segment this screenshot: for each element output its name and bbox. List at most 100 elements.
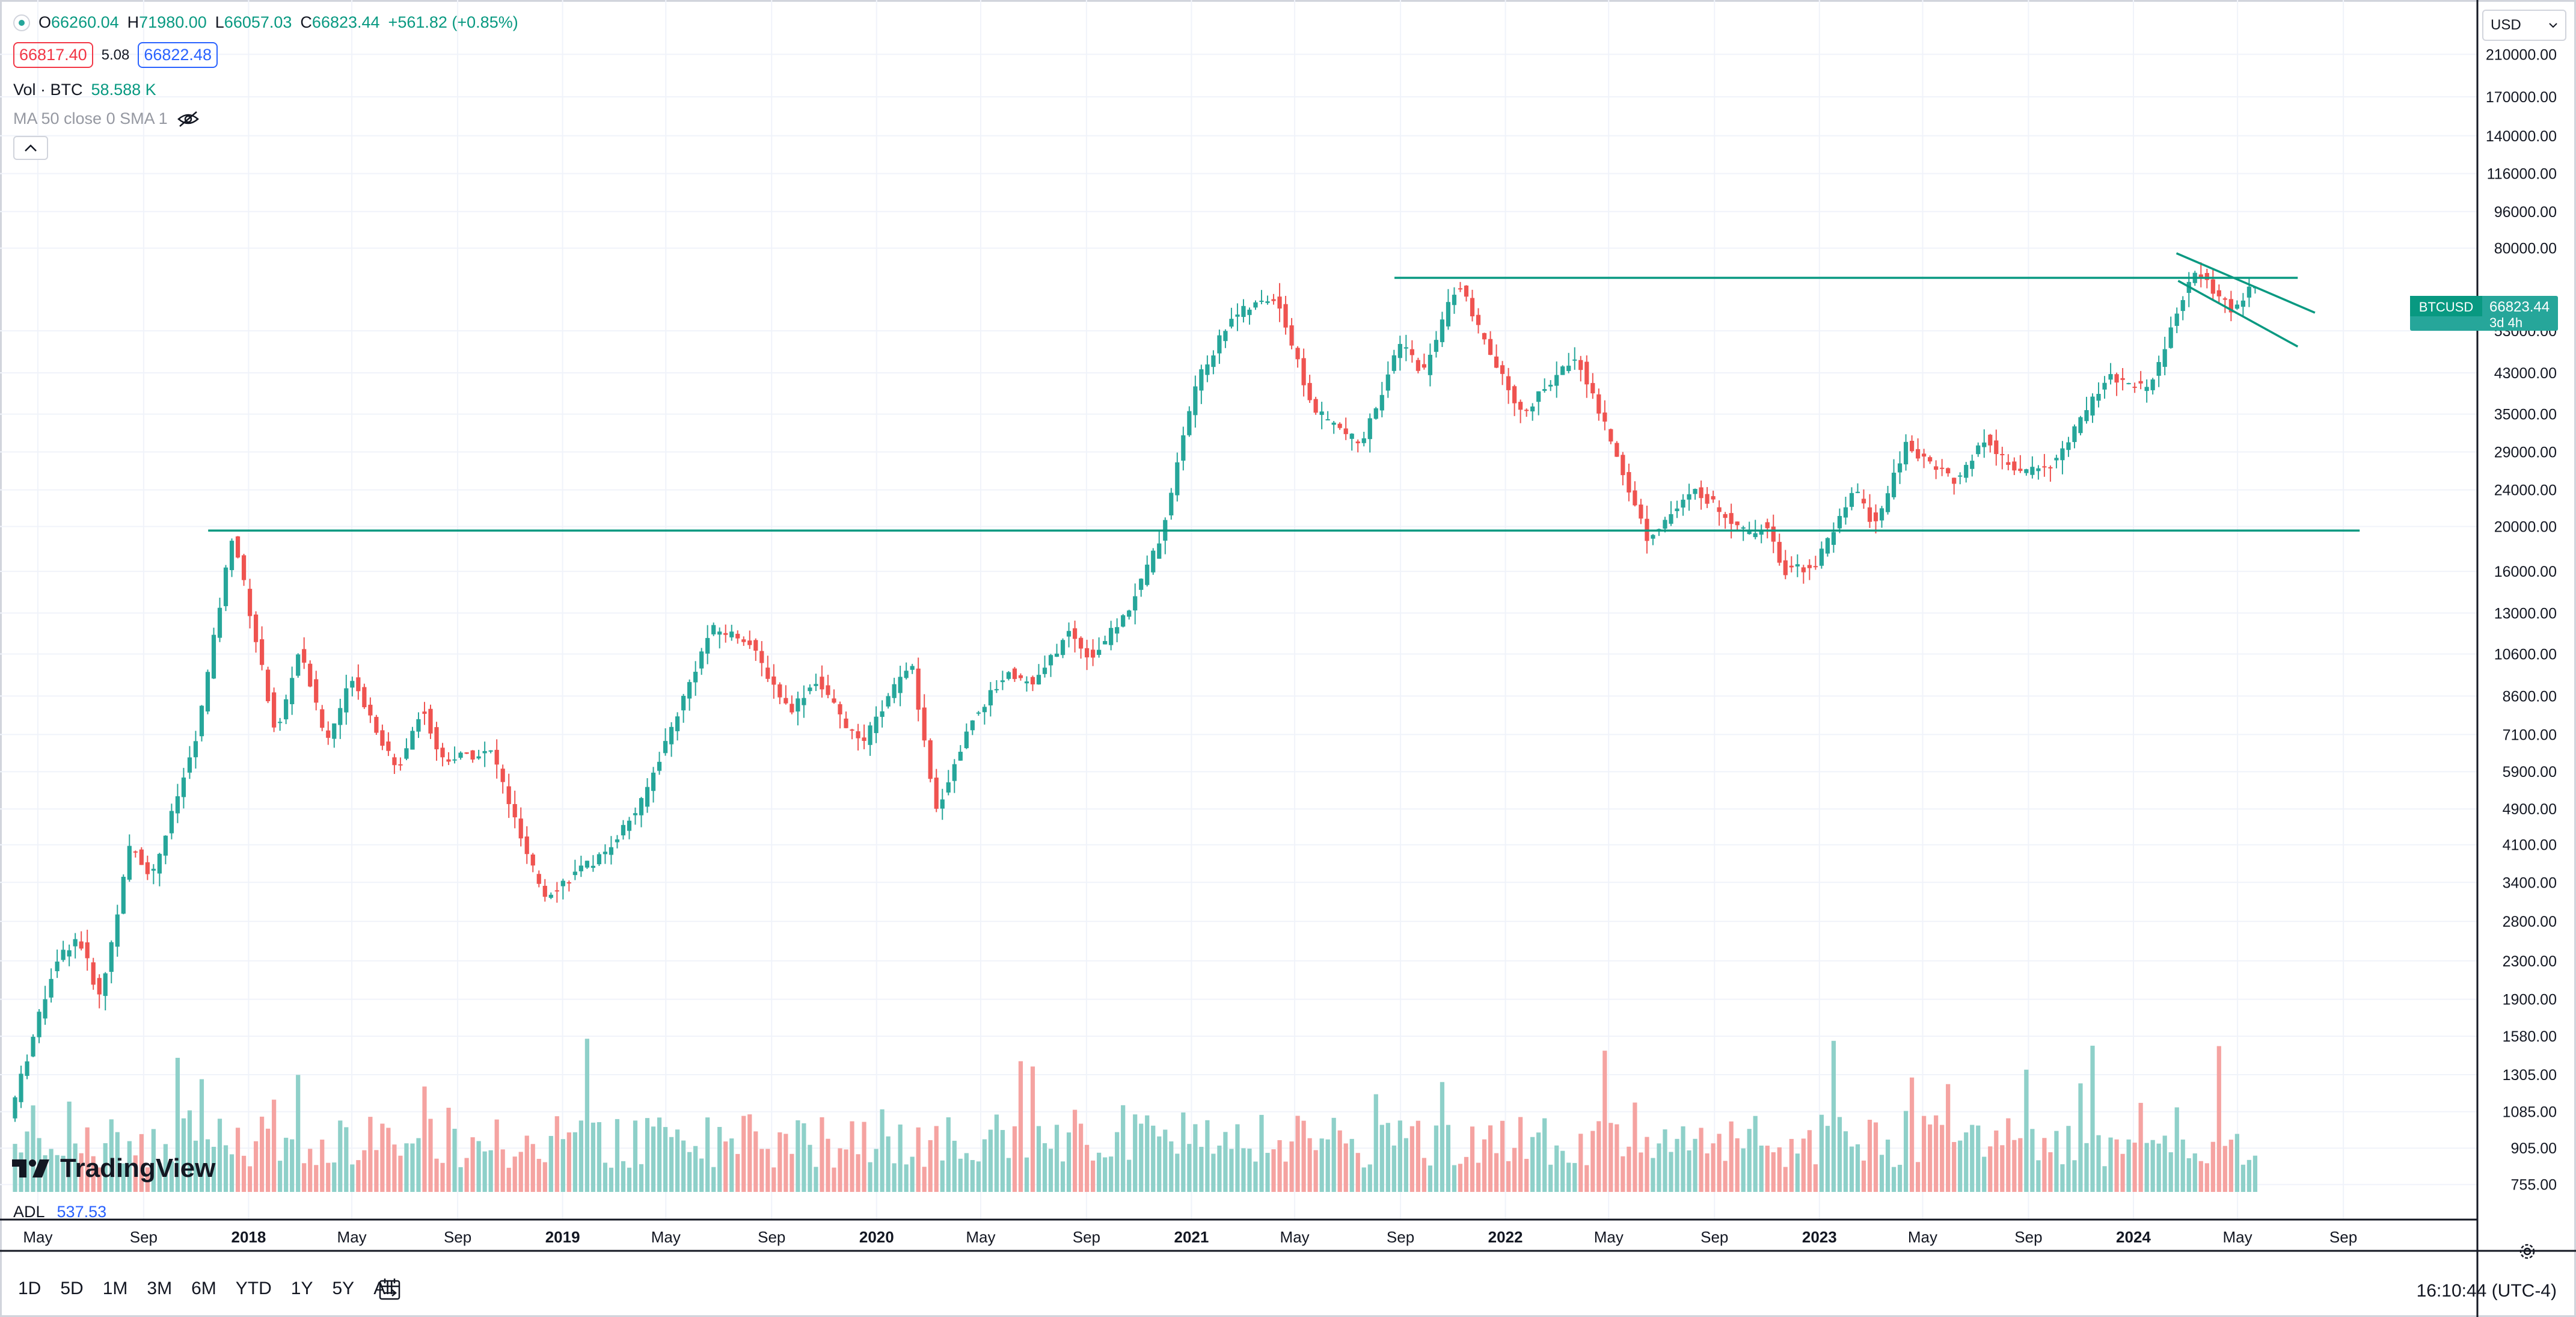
candle-body xyxy=(1042,668,1047,674)
candle-body xyxy=(1982,442,1987,447)
volume-bar xyxy=(2216,1046,2221,1192)
range-5y[interactable]: 5Y xyxy=(332,1279,355,1298)
volume-bar xyxy=(157,1163,162,1192)
volume-bar xyxy=(970,1159,975,1192)
candle-body xyxy=(2240,300,2245,307)
volume-bar xyxy=(253,1141,259,1192)
volume-bar xyxy=(1229,1149,1234,1192)
trendlines xyxy=(208,252,2360,532)
price-tick-label: 8600.00 xyxy=(2503,688,2557,705)
volume-bar xyxy=(1849,1146,1854,1192)
price-tick-label: 2300.00 xyxy=(2503,953,2557,970)
candle-body xyxy=(928,740,933,779)
candle-body xyxy=(1018,675,1023,678)
candle-body xyxy=(759,651,764,663)
sell-button[interactable]: 66817.40 xyxy=(13,42,93,68)
volume-bar xyxy=(476,1141,481,1192)
candle-body xyxy=(675,716,680,731)
candle-body xyxy=(380,730,385,746)
volume-bar xyxy=(1199,1147,1204,1192)
volume-bar xyxy=(320,1140,325,1192)
volume-bar xyxy=(566,1132,571,1192)
volume-bar xyxy=(2096,1135,2101,1192)
candle-body xyxy=(880,711,885,717)
volume-bar xyxy=(211,1146,216,1192)
price-tick-label: 1085.00 xyxy=(2503,1104,2557,1121)
candle-body xyxy=(2072,426,2077,443)
eye-hidden-icon[interactable] xyxy=(176,111,200,127)
volume-bar xyxy=(308,1149,313,1192)
candle-body xyxy=(1825,538,1830,554)
volume-bar xyxy=(838,1148,842,1192)
calendar-range-icon[interactable] xyxy=(376,1277,403,1301)
candle-body xyxy=(1922,453,1927,457)
buy-button[interactable]: 66822.48 xyxy=(138,42,218,68)
volume-bar xyxy=(904,1164,909,1192)
volume-bar xyxy=(1169,1141,1174,1192)
clock[interactable]: 16:10:44 (UTC-4) xyxy=(2416,1281,2557,1301)
range-5d[interactable]: 5D xyxy=(60,1279,84,1298)
currency-select[interactable]: USD xyxy=(2482,10,2566,41)
volume-bar xyxy=(1873,1122,1878,1192)
candle-body xyxy=(187,757,192,773)
status-dot-icon[interactable] xyxy=(13,14,30,31)
candle-body xyxy=(1494,356,1499,368)
candle-body xyxy=(1066,631,1072,637)
candle-body xyxy=(500,769,505,782)
range-6m[interactable]: 6M xyxy=(191,1279,216,1298)
volume-bar xyxy=(1512,1147,1517,1192)
candle-body xyxy=(1187,411,1192,435)
badge-symbol: BTCUSD xyxy=(2419,299,2473,315)
volume-bar xyxy=(1753,1116,1758,1192)
settings-gear-icon[interactable] xyxy=(2517,1241,2538,1262)
candle-body xyxy=(2042,466,2047,468)
candle-body xyxy=(410,731,415,750)
volume-bar xyxy=(952,1140,957,1192)
volume-bar xyxy=(1235,1124,1240,1192)
candle-body xyxy=(1602,412,1607,422)
volume-bar xyxy=(2030,1129,2035,1192)
volume-bar xyxy=(1500,1120,1505,1192)
candle-body xyxy=(1795,564,1800,566)
volume-bar xyxy=(121,1163,126,1192)
candle-body xyxy=(1879,508,1884,521)
volume-bar xyxy=(1415,1120,1420,1192)
candle-body xyxy=(711,625,716,634)
volume-bar xyxy=(1163,1129,1168,1192)
volume-bar xyxy=(2192,1153,2197,1192)
range-ytd[interactable]: YTD xyxy=(235,1279,272,1298)
volume-bar xyxy=(735,1153,740,1192)
volume-bar xyxy=(1385,1123,1390,1192)
volume-bar xyxy=(1615,1124,1619,1192)
volume-bar xyxy=(886,1136,891,1192)
volume-bar xyxy=(1970,1125,1975,1192)
volume-bar xyxy=(729,1138,734,1192)
volume-bar xyxy=(548,1135,553,1192)
candle-body xyxy=(2114,374,2119,383)
range-1d[interactable]: 1D xyxy=(18,1279,41,1298)
candle-body xyxy=(1379,394,1384,411)
volume-bar xyxy=(2186,1158,2191,1192)
candle-body xyxy=(1211,355,1216,367)
price-tick-label: 210000.00 xyxy=(2486,46,2557,63)
candle-body xyxy=(1946,468,1951,474)
candle-body xyxy=(1819,548,1824,566)
volume-bar xyxy=(332,1162,337,1192)
candle-body xyxy=(205,672,210,712)
candle-body xyxy=(1133,596,1138,611)
volume-bar xyxy=(1783,1167,1788,1192)
candle-body xyxy=(284,699,289,720)
range-1m[interactable]: 1M xyxy=(102,1279,128,1298)
collapse-legend-button[interactable] xyxy=(13,136,48,160)
range-1y[interactable]: 1Y xyxy=(290,1279,313,1298)
range-3m[interactable]: 3M xyxy=(147,1279,173,1298)
volume-bar xyxy=(2066,1126,2071,1192)
range-all[interactable]: All xyxy=(373,1279,394,1298)
candle-body xyxy=(2198,274,2203,279)
volume-bar xyxy=(464,1158,469,1192)
volume-bar xyxy=(2252,1155,2258,1192)
candle-body xyxy=(356,677,361,692)
volume-bar xyxy=(1000,1130,1005,1192)
volume-bar xyxy=(1693,1138,1697,1192)
